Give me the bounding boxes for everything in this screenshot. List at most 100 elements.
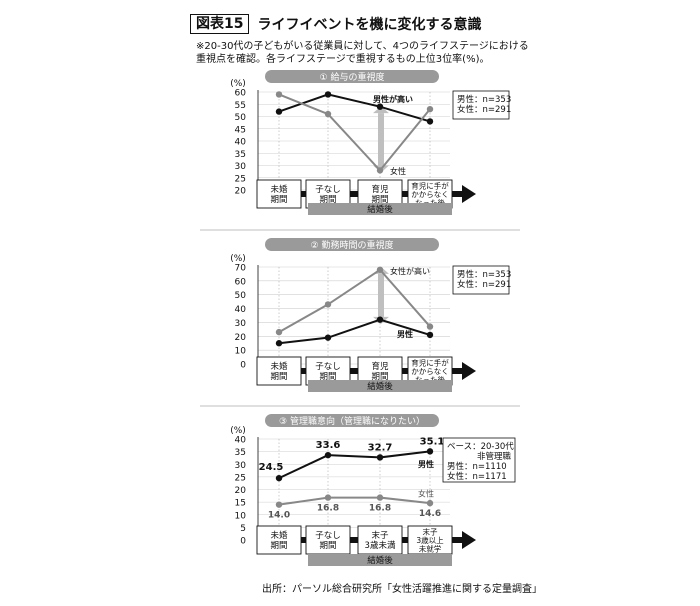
category-label: 育児に手が bbox=[411, 181, 449, 191]
figure-label: 図表15 bbox=[190, 14, 250, 34]
annotation: 男性が高い bbox=[373, 94, 413, 104]
y-tick-label: 50 bbox=[235, 113, 247, 123]
timeline-arrowhead bbox=[462, 531, 476, 549]
data-label: 14.6 bbox=[419, 509, 441, 519]
data-label: 33.6 bbox=[316, 440, 341, 451]
data-point bbox=[426, 323, 434, 330]
category-label: 育児に手が bbox=[411, 358, 449, 368]
category-label: 期間 bbox=[270, 372, 287, 382]
y-tick-label: 40 bbox=[235, 138, 247, 148]
y-tick-label: 10 bbox=[235, 347, 247, 357]
group-bar bbox=[308, 554, 452, 566]
data-point bbox=[376, 454, 384, 461]
chart-title-pill bbox=[265, 414, 439, 427]
survey-note: ※20-30代の子どもがいる従業員に対して、4つのライフステージにおける重視点を… bbox=[196, 41, 529, 65]
category-label: 未就学 bbox=[419, 544, 442, 554]
data-label: 16.8 bbox=[317, 504, 339, 514]
chart-title-pill bbox=[265, 238, 439, 251]
category-label: 3歳未満 bbox=[365, 540, 396, 551]
category-label: 未婚 bbox=[270, 530, 288, 541]
data-point bbox=[426, 331, 434, 339]
category-label: 期間 bbox=[319, 372, 336, 382]
y-tick-label: 30 bbox=[235, 162, 247, 172]
category-label: なった後 bbox=[415, 198, 445, 208]
data-label: 35.1 bbox=[420, 436, 445, 447]
series-label: 女性 bbox=[418, 488, 434, 498]
y-tick-label: 55 bbox=[235, 101, 246, 111]
y-tick-label: 50 bbox=[235, 291, 247, 301]
data-point bbox=[275, 340, 283, 347]
data-point bbox=[275, 108, 283, 115]
y-axis-unit: (%) bbox=[230, 254, 246, 264]
y-tick-label: 40 bbox=[235, 305, 247, 315]
y-tick-label: 45 bbox=[235, 125, 246, 135]
data-point bbox=[376, 316, 384, 323]
y-tick-label: 60 bbox=[235, 277, 247, 287]
y-tick-label: 25 bbox=[235, 473, 246, 483]
y-tick-label: 30 bbox=[235, 319, 247, 329]
category-label: 未婚 bbox=[270, 184, 288, 195]
annotation: 女性 bbox=[390, 166, 406, 176]
legend-entry: 女性：n=291 bbox=[457, 279, 511, 290]
category-label: 期間 bbox=[270, 541, 287, 551]
category-label: 末子 bbox=[423, 527, 438, 537]
data-point bbox=[324, 334, 332, 341]
timeline-arrowhead bbox=[462, 362, 476, 380]
legend-entry: 男性：n=353 bbox=[457, 269, 511, 280]
category-label: 末子 bbox=[371, 530, 389, 541]
chart-title: ② 勤務時間の重視度 bbox=[311, 239, 394, 251]
y-tick-label: 15 bbox=[235, 499, 246, 509]
group-bar bbox=[308, 203, 452, 215]
category-label: なった後 bbox=[415, 375, 445, 385]
category-label: 期間 bbox=[270, 195, 287, 205]
data-point bbox=[275, 501, 283, 508]
data-point bbox=[324, 494, 332, 501]
y-tick-label: 30 bbox=[235, 461, 247, 471]
chart-title-pill bbox=[265, 70, 439, 83]
y-tick-label: 25 bbox=[235, 174, 246, 184]
y-tick-label: 20 bbox=[235, 486, 247, 496]
y-tick-label: 70 bbox=[235, 264, 247, 274]
data-point bbox=[275, 91, 283, 98]
y-tick-label: 0 bbox=[240, 537, 246, 547]
data-point bbox=[275, 474, 283, 482]
category-label: 育児 bbox=[371, 184, 389, 195]
timeline-arrowhead bbox=[462, 185, 476, 203]
group-bar bbox=[308, 380, 452, 392]
category-label: 3歳以上 bbox=[416, 535, 444, 545]
category-label: 期間 bbox=[319, 195, 336, 205]
legend-entry: 非管理職 bbox=[477, 451, 512, 462]
gap-highlight-arrow bbox=[378, 273, 384, 317]
y-axis-unit: (%) bbox=[230, 426, 246, 436]
legend-box bbox=[452, 265, 510, 295]
figure-header: 図表15 ライフイベントを機に変化する意識 bbox=[190, 14, 481, 34]
category-label: 育児 bbox=[371, 361, 389, 372]
category-label: 子なし bbox=[315, 185, 341, 195]
figure-title: ライフイベントを機に変化する意識 bbox=[257, 17, 482, 33]
legend-entry: 男性：n=353 bbox=[457, 94, 511, 105]
annotation: 女性が高い bbox=[390, 266, 430, 276]
y-tick-label: 0 bbox=[240, 361, 246, 371]
category-label: 未婚 bbox=[270, 361, 288, 372]
series-label: 男性 bbox=[418, 459, 434, 469]
legend-entry: 女性：n=1171 bbox=[447, 471, 507, 482]
data-point bbox=[376, 266, 384, 273]
data-label: 24.5 bbox=[259, 462, 284, 473]
y-axis-unit: (%) bbox=[230, 79, 246, 89]
series-line-male bbox=[278, 450, 431, 480]
data-point bbox=[426, 499, 434, 507]
category-label: 子なし bbox=[315, 362, 341, 372]
data-point bbox=[426, 448, 434, 455]
data-label: 16.8 bbox=[369, 504, 391, 514]
data-point bbox=[324, 301, 332, 308]
group-label: 結婚後 bbox=[367, 381, 393, 392]
y-tick-label: 5 bbox=[240, 524, 246, 534]
data-label: 14.0 bbox=[268, 511, 290, 521]
category-label: かからなく bbox=[411, 367, 449, 376]
gap-highlight-arrow bbox=[378, 113, 384, 166]
annotation: 男性 bbox=[397, 329, 413, 339]
data-point bbox=[376, 103, 384, 110]
y-tick-label: 10 bbox=[235, 511, 247, 521]
y-tick-label: 35 bbox=[235, 448, 246, 458]
